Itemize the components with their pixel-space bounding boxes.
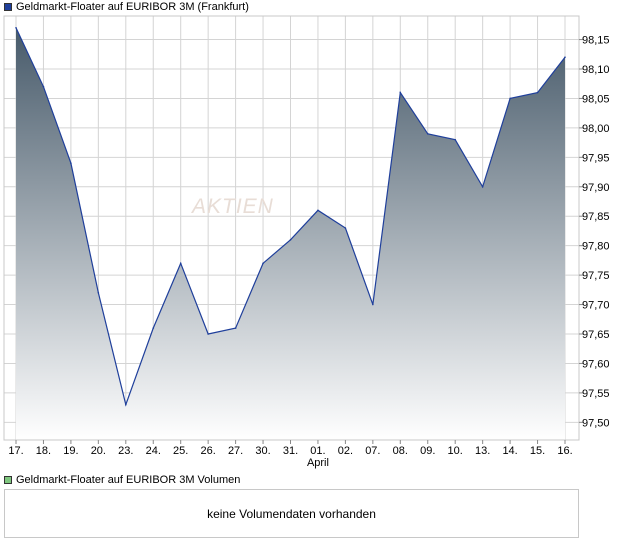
x-tick-label: 17. [8,445,23,457]
y-tick-label: 98,00 [582,123,610,135]
data-point [70,162,72,165]
volume-legend-label: Geldmarkt-Floater auf EURIBOR 3M Volumen [16,474,241,486]
data-point [207,333,209,335]
x-axis: 17. 18. 19. 20. 23. 24. 25. 26. 27. 30. 31. 01. 02. 0… [8,440,573,469]
volume-empty-message: keine Volumendaten vorhanden [207,506,376,521]
data-point [262,262,264,265]
x-tick-label: 14. [502,445,517,457]
y-tick-label: 98,15 [582,35,610,47]
x-tick-label: 10. [448,445,463,457]
x-tick-label: 27. [228,445,243,457]
price-legend-swatch [4,3,12,11]
x-tick-label: 24. [146,445,161,457]
data-point [289,238,292,241]
x-tick-label: 31. [283,445,298,457]
x-tick-label: 30. [255,445,270,457]
data-point [426,132,429,135]
plot-frame [3,15,580,441]
x-tick-label: 19. [63,445,78,457]
x-tick-label: 25. [173,445,188,457]
data-point [372,303,374,306]
data-point [125,403,127,406]
y-tick-label: 97,95 [582,152,610,164]
x-tick-label: 13. [475,445,490,457]
data-point [42,85,45,88]
y-tick-label: 97,60 [582,358,610,370]
x-tick-label: 16. [557,445,572,457]
data-points [15,26,566,406]
x-tick-label: 15. [530,445,545,457]
y-tick-label: 97,50 [582,417,610,429]
x-tick-label: 26. [201,445,216,457]
data-point [481,185,484,188]
price-area [16,27,565,441]
y-tick-label: 98,10 [582,64,610,76]
volume-panel: keine Volumendaten vorhanden [4,489,579,538]
x-tick-label: 01. [310,445,325,457]
month-label: April [307,457,329,469]
y-tick-label: 97,85 [582,211,610,223]
y-tick-label: 97,55 [582,388,610,400]
x-tick-label: 02. [338,445,353,457]
data-point [317,209,319,212]
y-tick-label: 97,75 [582,270,610,282]
data-point [564,56,566,59]
data-point [454,138,457,141]
y-tick-label: 97,90 [582,182,610,194]
data-point [179,262,182,265]
y-axis: 97,50 97,55 97,60 97,65 97,70 97,75 97,80 97,85… [579,35,610,429]
x-tick-label: 18. [36,445,51,457]
data-point [536,91,539,94]
price-legend: Geldmarkt-Floater auf EURIBOR 3M (Frankf… [4,0,249,14]
data-point [399,91,402,94]
x-tick-label: 07. [365,445,380,457]
y-tick-label: 97,65 [582,329,610,341]
x-tick-label: 20. [91,445,106,457]
data-point [152,327,155,329]
price-chart: AKTIEN 97,5097,5597,6097,6597,7097,7597,… [3,15,610,469]
y-tick-label: 97,80 [582,241,610,253]
x-tick-label: 23. [118,445,133,457]
data-point [15,26,17,29]
y-tick-label: 98,05 [582,93,610,105]
data-point [344,227,347,229]
y-tick-label: 97,70 [582,300,610,312]
price-legend-label: Geldmarkt-Floater auf EURIBOR 3M (Frankf… [16,1,249,13]
watermark-text: AKTIEN [190,195,274,218]
data-point [509,97,511,100]
data-point [234,327,237,329]
volume-legend: Geldmarkt-Floater auf EURIBOR 3M Volumen [4,473,240,487]
x-tick-label: 09. [420,445,435,457]
data-point [97,291,100,294]
x-tick-label: 08. [393,445,408,457]
volume-legend-swatch [4,476,12,484]
